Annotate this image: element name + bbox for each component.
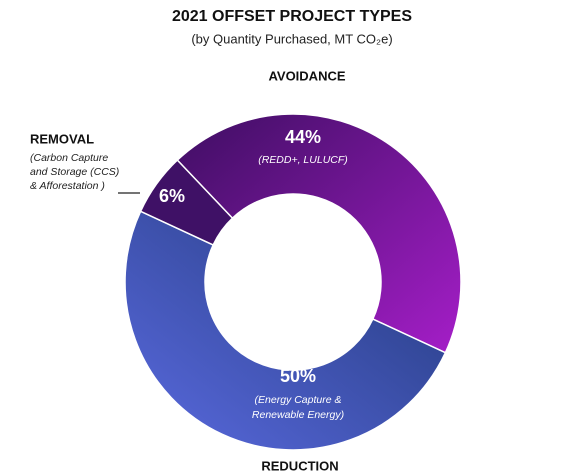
donut-slice <box>176 113 462 354</box>
description: (Energy Capture & <box>255 394 342 406</box>
description: and Storage (CCS) <box>30 166 119 178</box>
chart-subtitle: (by Quantity Purchased, MT CO₂e) <box>191 31 392 46</box>
category-label: REMOVAL <box>30 131 94 146</box>
category-label: AVOIDANCE <box>268 68 345 83</box>
description: (REDD+, LULUCF) <box>258 154 348 166</box>
description: (Carbon Capture <box>30 152 108 164</box>
description: Renewable Energy) <box>252 409 344 421</box>
description: & Afforestation ) <box>30 180 105 192</box>
value-label: 50% <box>280 366 316 386</box>
value-label: 44% <box>285 127 321 147</box>
category-label: REDUCTION <box>261 458 338 473</box>
donut-slice <box>124 210 447 451</box>
value-label: 6% <box>159 186 185 206</box>
donut-slice <box>139 159 234 246</box>
chart-title: 2021 OFFSET PROJECT TYPES <box>172 8 412 25</box>
